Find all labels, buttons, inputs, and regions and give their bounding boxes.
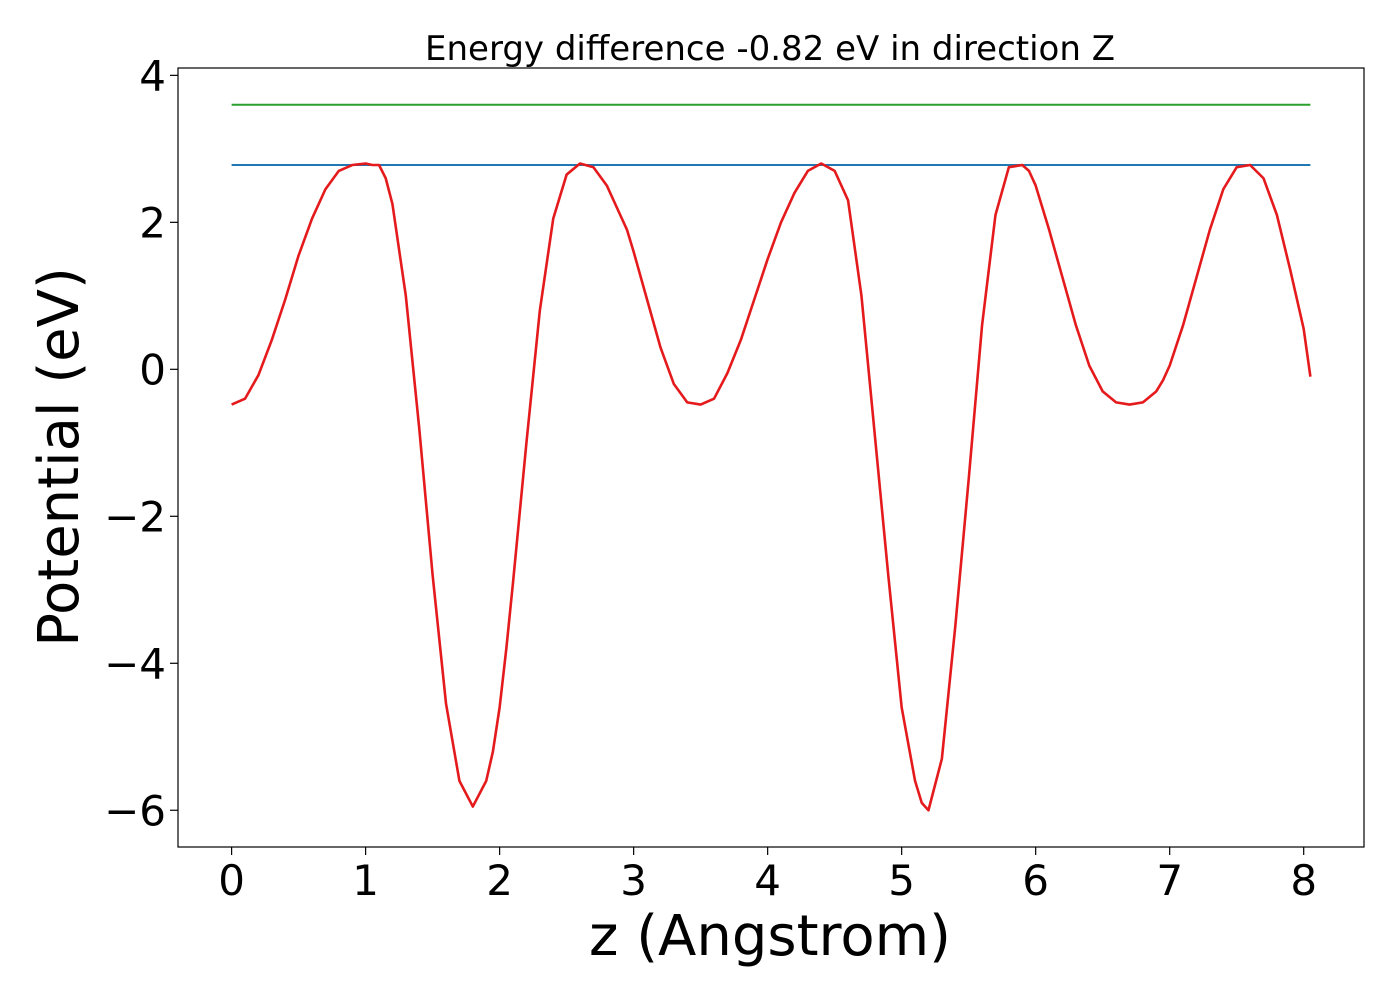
chart-title: Energy difference -0.82 eV in direction … bbox=[425, 29, 1115, 69]
y-tick-label: −6 bbox=[104, 786, 166, 835]
plot-area-frame bbox=[177, 67, 1365, 848]
y-tick-label: −2 bbox=[104, 492, 166, 541]
x-tick-label: 4 bbox=[754, 856, 781, 905]
x-axis-ticks: 0 1 2 3 4 5 6 7 8 bbox=[218, 847, 1317, 905]
x-tick-label: 5 bbox=[888, 856, 915, 905]
y-axis-label: Potential (eV) bbox=[27, 267, 92, 647]
x-tick-label: 1 bbox=[352, 856, 379, 905]
y-tick-label: 0 bbox=[139, 345, 166, 394]
y-tick-label: −4 bbox=[104, 639, 166, 688]
x-tick-label: 8 bbox=[1290, 856, 1317, 905]
x-tick-label: 2 bbox=[486, 856, 513, 905]
plot-lines bbox=[231, 103, 1312, 812]
x-tick-label: 3 bbox=[620, 856, 647, 905]
x-tick-label: 6 bbox=[1022, 856, 1049, 905]
y-tick-label: 4 bbox=[139, 51, 166, 100]
x-tick-label: 0 bbox=[218, 856, 245, 905]
y-axis-ticks: −6 −4 −2 0 2 4 bbox=[104, 51, 178, 835]
y-tick-label: 2 bbox=[139, 198, 166, 247]
x-axis-label: z (Angstrom) bbox=[589, 904, 951, 969]
x-tick-label: 7 bbox=[1156, 856, 1183, 905]
series-line-2 bbox=[231, 162, 1312, 812]
